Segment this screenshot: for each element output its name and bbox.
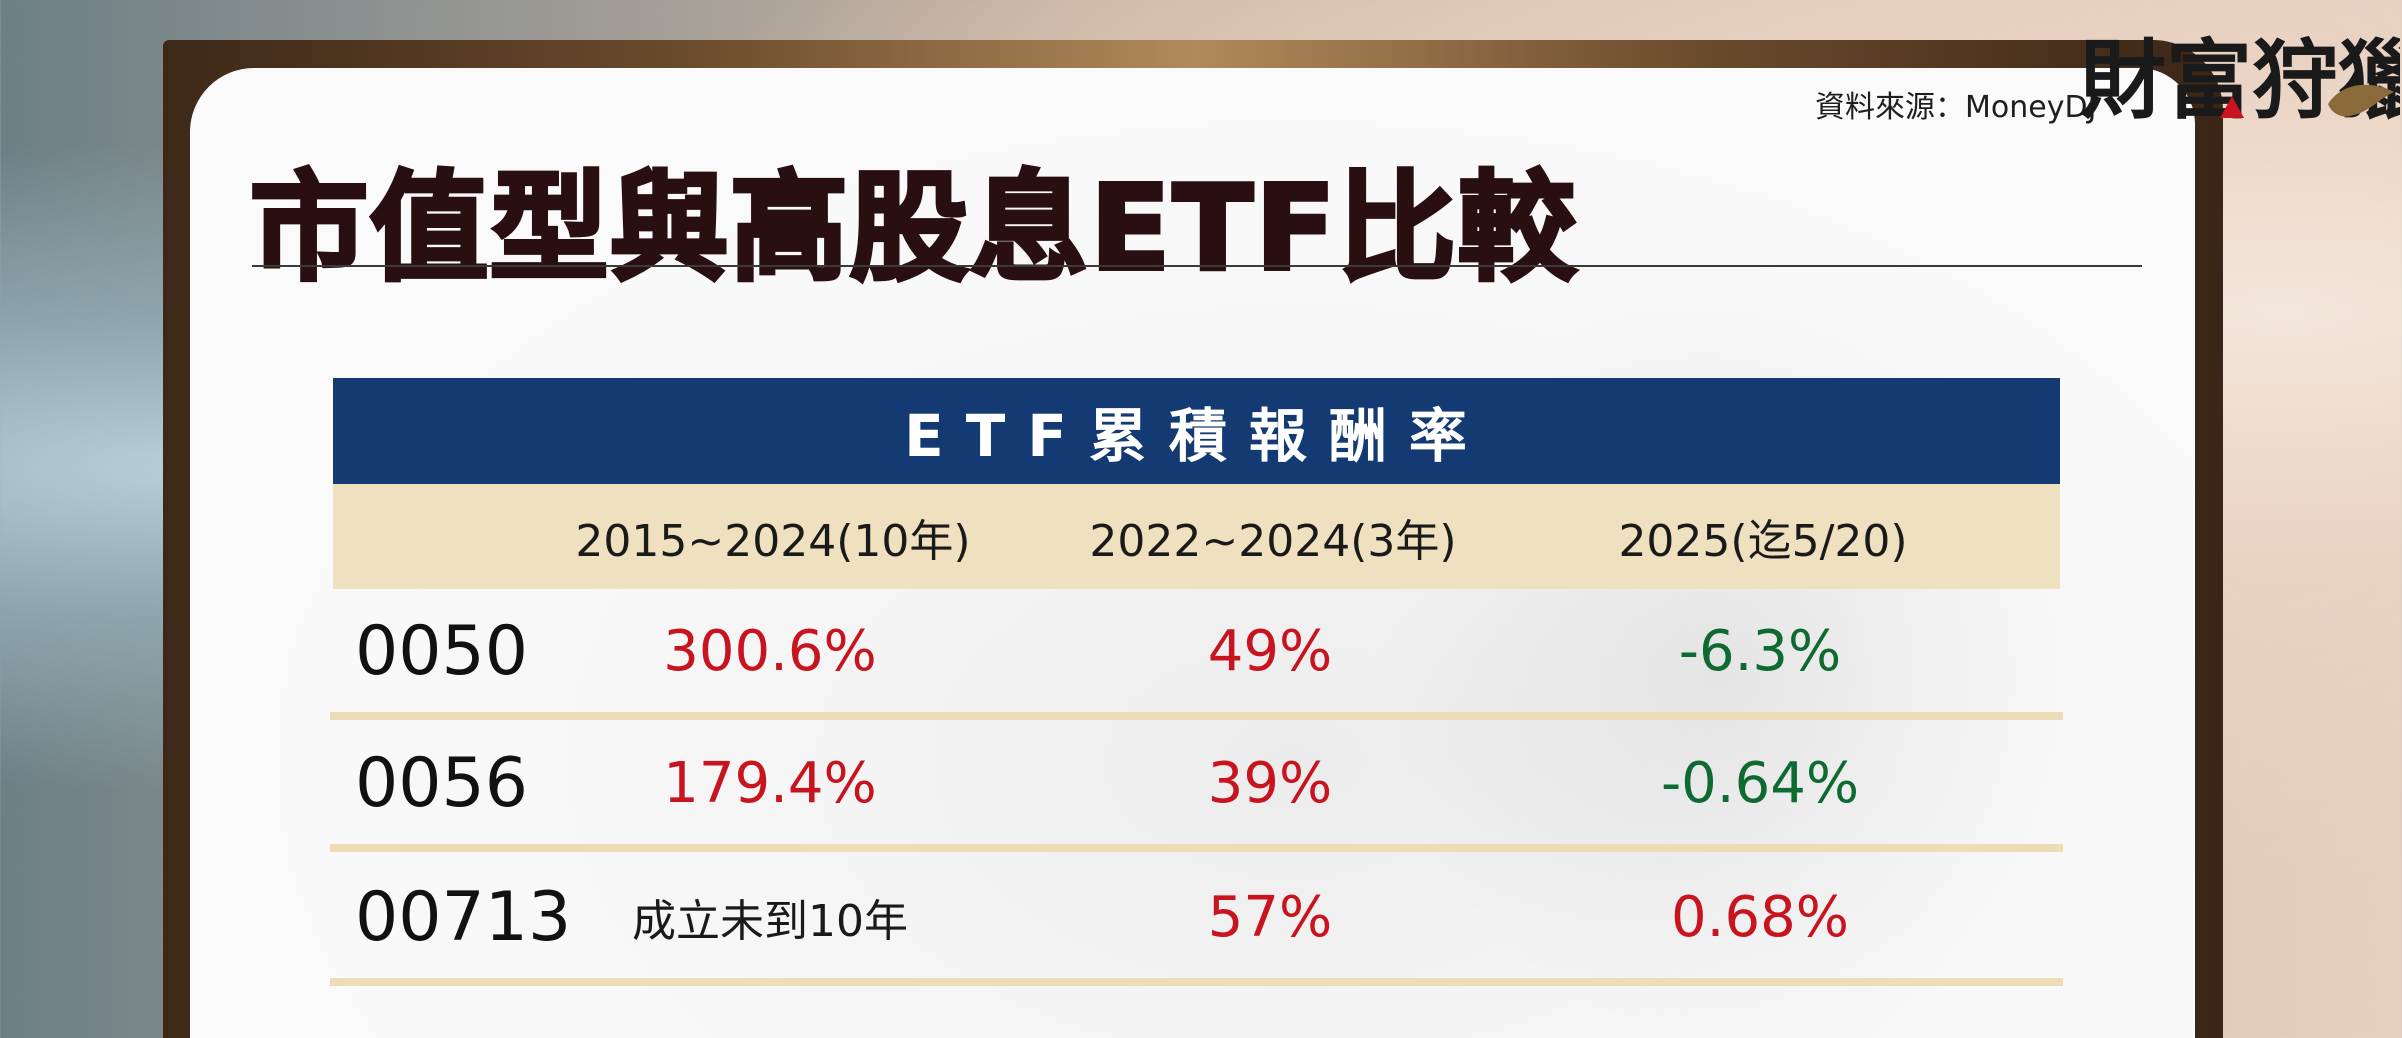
column-header-10y: 2015~2024(10年): [575, 515, 971, 567]
row-divider: [330, 978, 2063, 986]
etf-code: 0050: [355, 611, 529, 691]
table-row: 0056 179.4% 39% -0.64%: [330, 722, 2063, 852]
return-3y: 57%: [1207, 884, 1333, 950]
bull-icon: [2328, 84, 2394, 117]
brand-logo: 財富狩獵: [2080, 30, 2400, 131]
return-2025: -0.64%: [1660, 750, 1860, 816]
etf-code: 0056: [355, 743, 529, 823]
return-3y: 49%: [1207, 618, 1333, 684]
etf-code: 00713: [355, 877, 572, 957]
row-divider: [330, 712, 2063, 720]
column-header-2025: 2025(迄5/20): [1618, 515, 1908, 567]
page-title: 市值型與高股息ETF比較: [248, 157, 1578, 299]
column-header-row: 2015~2024(10年) 2022~2024(3年) 2025(迄5/20): [333, 484, 2060, 589]
return-10y: 300.6%: [663, 618, 877, 684]
return-3y: 39%: [1207, 750, 1333, 816]
return-10y-note: 成立未到10年: [632, 896, 908, 947]
column-header-3y: 2022~2024(3年): [1089, 515, 1457, 567]
return-10y: 179.4%: [663, 750, 877, 816]
logo-mark-icon: [2220, 96, 2244, 118]
row-divider: [330, 844, 2063, 852]
return-2025: -6.3%: [1678, 618, 1842, 684]
table-row: 00713 成立未到10年 57% 0.68%: [330, 856, 2063, 986]
table-row: 0050 300.6% 49% -6.3%: [330, 590, 2063, 720]
return-2025: 0.68%: [1671, 884, 1849, 950]
title-divider: [252, 265, 2142, 267]
table-header: ETF累積報酬率: [333, 378, 2060, 484]
source-label: 資料來源：MoneyDJ: [1815, 90, 2097, 125]
